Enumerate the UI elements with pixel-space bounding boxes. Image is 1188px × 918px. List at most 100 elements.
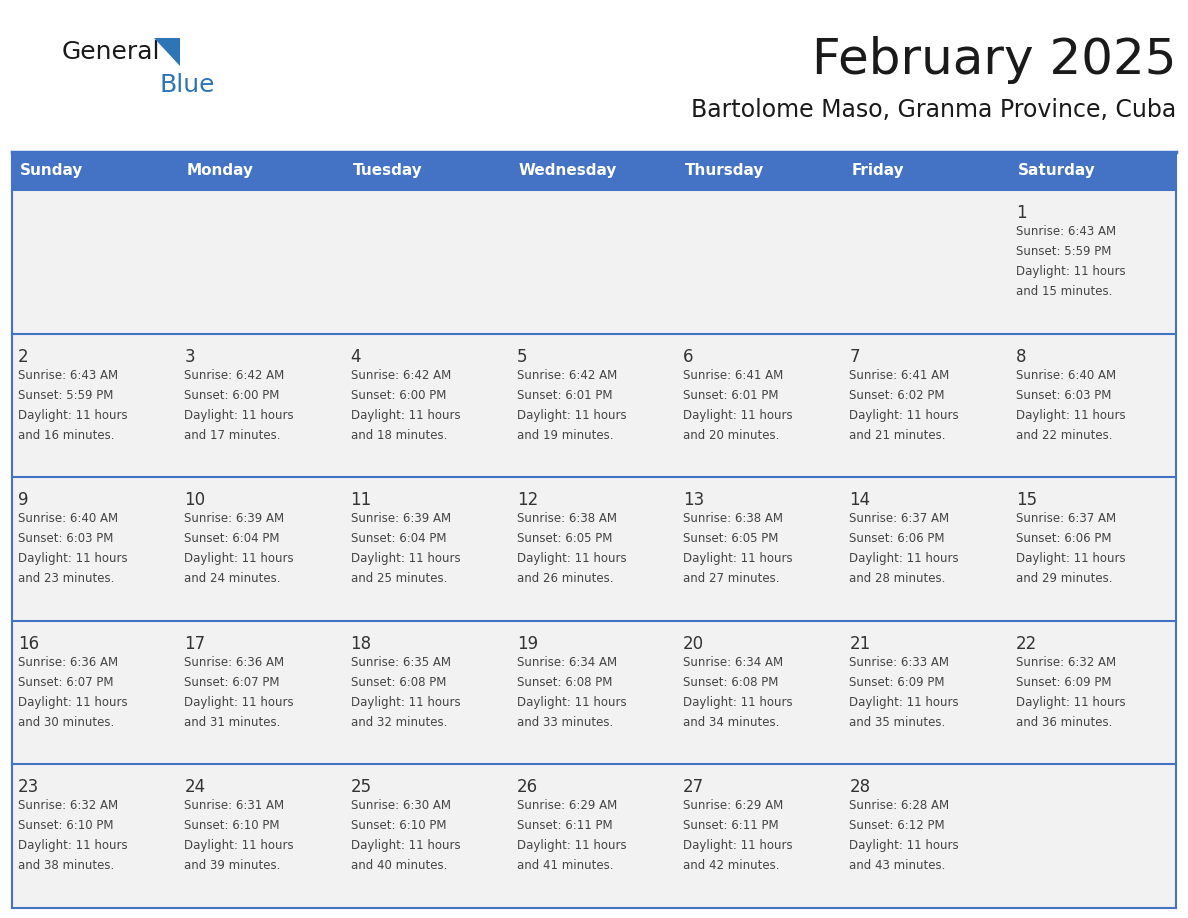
Bar (12, 152, 178, 190)
Text: Sunrise: 6:34 AM: Sunrise: 6:34 AM (683, 655, 783, 669)
Text: 19: 19 (517, 635, 538, 653)
Text: Sunrise: 6:37 AM: Sunrise: 6:37 AM (1016, 512, 1116, 525)
Text: Sunrise: 6:42 AM: Sunrise: 6:42 AM (184, 369, 285, 382)
Text: Sunrise: 6:29 AM: Sunrise: 6:29 AM (517, 800, 617, 812)
Text: Daylight: 11 hours: Daylight: 11 hours (350, 696, 460, 709)
Text: and 28 minutes.: and 28 minutes. (849, 572, 946, 585)
Text: and 41 minutes.: and 41 minutes. (517, 859, 613, 872)
Text: 16: 16 (18, 635, 39, 653)
Text: 11: 11 (350, 491, 372, 509)
Text: Sunrise: 6:43 AM: Sunrise: 6:43 AM (1016, 225, 1116, 238)
Text: 2: 2 (18, 348, 29, 365)
Text: Daylight: 11 hours: Daylight: 11 hours (683, 696, 792, 709)
Text: Sunrise: 6:41 AM: Sunrise: 6:41 AM (849, 369, 949, 382)
Text: and 29 minutes.: and 29 minutes. (1016, 572, 1112, 585)
Bar (511, 190, 677, 333)
Text: Sunrise: 6:42 AM: Sunrise: 6:42 AM (517, 369, 617, 382)
Bar (345, 152, 511, 190)
Bar (1010, 333, 1176, 477)
Bar (843, 765, 1010, 908)
Text: and 33 minutes.: and 33 minutes. (517, 716, 613, 729)
Text: Sunrise: 6:41 AM: Sunrise: 6:41 AM (683, 369, 783, 382)
Text: Sunset: 6:01 PM: Sunset: 6:01 PM (517, 388, 612, 401)
Text: Daylight: 11 hours: Daylight: 11 hours (517, 409, 626, 421)
Text: Sunrise: 6:32 AM: Sunrise: 6:32 AM (18, 800, 118, 812)
Bar (345, 190, 511, 333)
Bar (178, 621, 345, 765)
Bar (511, 333, 677, 477)
Bar (677, 190, 843, 333)
Text: 5: 5 (517, 348, 527, 365)
Text: Sunset: 5:59 PM: Sunset: 5:59 PM (18, 388, 113, 401)
Text: and 19 minutes.: and 19 minutes. (517, 429, 613, 442)
Text: Sunrise: 6:40 AM: Sunrise: 6:40 AM (18, 512, 118, 525)
Text: Daylight: 11 hours: Daylight: 11 hours (1016, 409, 1125, 421)
Text: Sunset: 6:05 PM: Sunset: 6:05 PM (683, 532, 778, 545)
Text: and 35 minutes.: and 35 minutes. (849, 716, 946, 729)
Text: Daylight: 11 hours: Daylight: 11 hours (18, 839, 127, 853)
Text: Daylight: 11 hours: Daylight: 11 hours (18, 553, 127, 565)
Bar (178, 190, 345, 333)
Text: Daylight: 11 hours: Daylight: 11 hours (1016, 553, 1125, 565)
Text: Sunrise: 6:33 AM: Sunrise: 6:33 AM (849, 655, 949, 669)
Text: Daylight: 11 hours: Daylight: 11 hours (683, 839, 792, 853)
Text: Bartolome Maso, Granma Province, Cuba: Bartolome Maso, Granma Province, Cuba (690, 98, 1176, 122)
Text: Daylight: 11 hours: Daylight: 11 hours (517, 696, 626, 709)
Text: 24: 24 (184, 778, 206, 797)
Text: Sunset: 6:03 PM: Sunset: 6:03 PM (1016, 388, 1111, 401)
Text: Daylight: 11 hours: Daylight: 11 hours (184, 696, 293, 709)
Text: Sunset: 6:00 PM: Sunset: 6:00 PM (184, 388, 279, 401)
Text: Sunset: 6:12 PM: Sunset: 6:12 PM (849, 820, 944, 833)
Text: Monday: Monday (187, 163, 253, 178)
Bar (843, 190, 1010, 333)
Bar (677, 333, 843, 477)
Text: and 40 minutes.: and 40 minutes. (350, 859, 447, 872)
Bar (345, 765, 511, 908)
Text: and 42 minutes.: and 42 minutes. (683, 859, 779, 872)
Bar (345, 621, 511, 765)
Text: Sunrise: 6:30 AM: Sunrise: 6:30 AM (350, 800, 450, 812)
Text: Sunset: 5:59 PM: Sunset: 5:59 PM (1016, 245, 1111, 258)
Bar (511, 152, 677, 190)
Text: and 43 minutes.: and 43 minutes. (849, 859, 946, 872)
Text: 4: 4 (350, 348, 361, 365)
Bar (1010, 190, 1176, 333)
Bar (511, 765, 677, 908)
Bar (345, 477, 511, 621)
Text: 6: 6 (683, 348, 694, 365)
Text: Daylight: 11 hours: Daylight: 11 hours (184, 839, 293, 853)
Bar (843, 333, 1010, 477)
Text: 9: 9 (18, 491, 29, 509)
Text: and 17 minutes.: and 17 minutes. (184, 429, 280, 442)
Text: Sunset: 6:07 PM: Sunset: 6:07 PM (184, 676, 280, 688)
Text: 15: 15 (1016, 491, 1037, 509)
Text: Sunrise: 6:32 AM: Sunrise: 6:32 AM (1016, 655, 1116, 669)
Text: and 31 minutes.: and 31 minutes. (184, 716, 280, 729)
Bar (1010, 152, 1176, 190)
Text: Sunset: 6:04 PM: Sunset: 6:04 PM (350, 532, 446, 545)
Text: Sunrise: 6:36 AM: Sunrise: 6:36 AM (184, 655, 284, 669)
Text: and 24 minutes.: and 24 minutes. (184, 572, 280, 585)
Text: Sunset: 6:08 PM: Sunset: 6:08 PM (350, 676, 446, 688)
Text: Sunset: 6:11 PM: Sunset: 6:11 PM (683, 820, 779, 833)
Bar (178, 152, 345, 190)
Text: 12: 12 (517, 491, 538, 509)
Text: Sunrise: 6:37 AM: Sunrise: 6:37 AM (849, 512, 949, 525)
Text: Thursday: Thursday (685, 163, 765, 178)
Text: General: General (62, 40, 160, 64)
Text: Sunrise: 6:34 AM: Sunrise: 6:34 AM (517, 655, 617, 669)
Text: Daylight: 11 hours: Daylight: 11 hours (517, 553, 626, 565)
Bar (178, 765, 345, 908)
Text: Blue: Blue (159, 73, 215, 97)
Text: Sunset: 6:01 PM: Sunset: 6:01 PM (683, 388, 778, 401)
Text: Sunrise: 6:29 AM: Sunrise: 6:29 AM (683, 800, 783, 812)
Text: Sunset: 6:06 PM: Sunset: 6:06 PM (849, 532, 944, 545)
Text: and 16 minutes.: and 16 minutes. (18, 429, 114, 442)
Text: and 32 minutes.: and 32 minutes. (350, 716, 447, 729)
Text: Daylight: 11 hours: Daylight: 11 hours (1016, 265, 1125, 278)
Bar (12, 477, 178, 621)
Text: February 2025: February 2025 (811, 36, 1176, 84)
Text: and 30 minutes.: and 30 minutes. (18, 716, 114, 729)
Bar (12, 765, 178, 908)
Text: Daylight: 11 hours: Daylight: 11 hours (849, 409, 959, 421)
